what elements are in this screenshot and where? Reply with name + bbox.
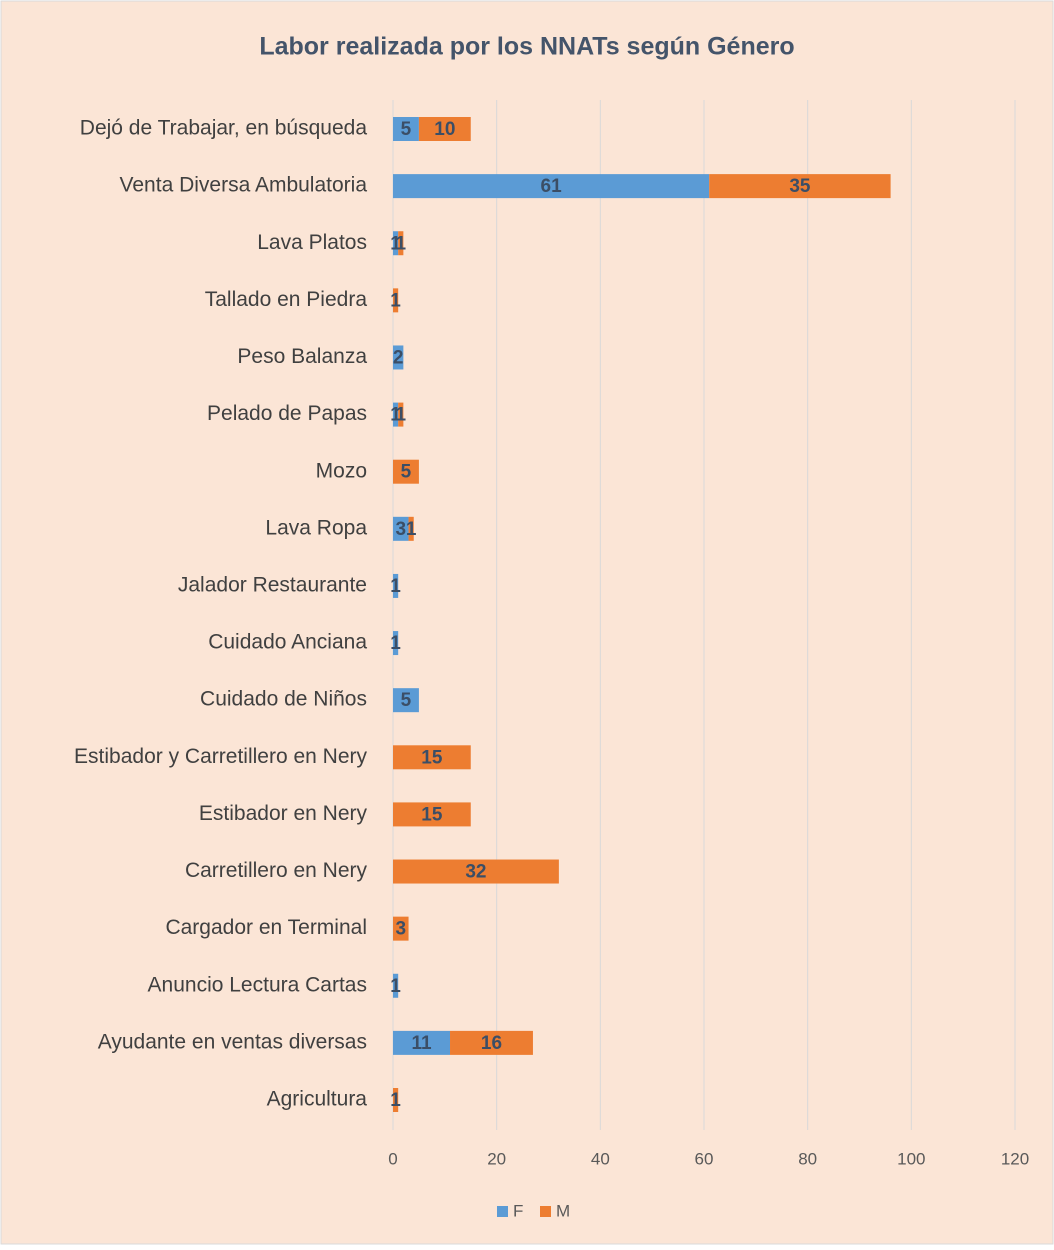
bar — [408, 516, 414, 541]
y-tick-label: Venta Diversa Ambulatoria — [120, 174, 368, 197]
y-tick-label: Carretillero en Nery — [185, 859, 368, 882]
y-tick-label: Ayudante en ventas diversas — [98, 1030, 367, 1053]
bar — [398, 402, 404, 427]
data-label: 5 — [401, 462, 412, 483]
data-label: 1 — [390, 405, 401, 426]
bar — [393, 745, 471, 770]
bar — [709, 174, 891, 199]
legend-label: F — [513, 1201, 523, 1220]
data-label: 5 — [401, 690, 412, 711]
data-label: 1 — [395, 233, 406, 254]
data-label: 3 — [395, 519, 406, 540]
bar — [393, 231, 399, 256]
data-label: 5 — [401, 119, 412, 140]
y-tick-label: Cuidado de Niños — [200, 688, 367, 711]
bar — [393, 174, 710, 199]
bar — [393, 288, 399, 313]
data-label: 1 — [390, 1090, 401, 1111]
y-tick-label: Agricultura — [267, 1088, 368, 1111]
data-label: 1 — [390, 633, 401, 654]
data-label: 2 — [393, 347, 404, 368]
y-tick-label: Peso Balanza — [237, 345, 367, 368]
x-tick-label: 60 — [695, 1149, 714, 1168]
x-tick-label: 0 — [388, 1149, 397, 1168]
x-tick-label: 20 — [487, 1149, 506, 1168]
y-tick-label: Cargador en Terminal — [165, 916, 367, 939]
y-tick-label: Jalador Restaurante — [178, 573, 367, 596]
bar — [393, 345, 404, 370]
data-label: 1 — [395, 405, 406, 426]
y-tick-label: Dejó de Trabajar, en búsqueda — [80, 117, 368, 140]
bar — [393, 516, 409, 541]
legend-label: M — [556, 1201, 570, 1220]
bar — [393, 459, 419, 484]
bar — [393, 573, 399, 598]
x-tick-label: 40 — [591, 1149, 610, 1168]
x-tick-label: 100 — [897, 1149, 925, 1168]
data-label: 1 — [390, 576, 401, 597]
data-label: 1 — [390, 290, 401, 311]
data-label: 1 — [406, 519, 417, 540]
data-label: 32 — [465, 862, 486, 883]
y-tick-label: Mozo — [316, 459, 367, 482]
data-label: 35 — [789, 176, 811, 197]
bar — [398, 231, 404, 256]
y-tick-label: Estibador y Carretillero en Nery — [74, 745, 367, 768]
data-label: 15 — [421, 804, 443, 825]
y-tick-label: Lava Ropa — [265, 516, 367, 539]
bar — [393, 859, 559, 884]
bar — [393, 1030, 451, 1055]
data-label: 15 — [421, 747, 443, 768]
chart-title: Labor realizada por los NNATs según Géne… — [259, 33, 794, 61]
bar — [393, 973, 399, 998]
data-label: 1 — [390, 233, 401, 254]
bar — [393, 117, 419, 141]
bar — [393, 802, 471, 827]
bar — [393, 631, 399, 656]
data-label: 61 — [541, 176, 563, 197]
data-label: 10 — [434, 119, 455, 140]
x-tick-label: 120 — [1001, 1149, 1029, 1168]
legend-swatch — [497, 1206, 508, 1217]
legend-swatch — [540, 1206, 551, 1217]
bar — [393, 916, 409, 941]
y-tick-label: Anuncio Lectura Cartas — [148, 973, 367, 996]
bar — [393, 688, 419, 713]
x-tick-label: 80 — [798, 1149, 817, 1168]
y-tick-label: Pelado de Papas — [207, 402, 367, 425]
bar — [393, 402, 399, 427]
data-label: 3 — [395, 919, 406, 940]
bar — [418, 117, 471, 141]
y-tick-label: Tallado en Piedra — [205, 288, 368, 311]
y-tick-label: Estibador en Nery — [199, 802, 368, 825]
y-tick-label: Cuidado Anciana — [208, 631, 367, 654]
data-label: 1 — [390, 976, 401, 997]
bar — [450, 1030, 533, 1055]
data-label: 16 — [481, 1033, 502, 1054]
bar — [393, 1088, 399, 1112]
y-tick-label: Lava Platos — [257, 231, 367, 254]
data-label: 11 — [411, 1033, 432, 1054]
